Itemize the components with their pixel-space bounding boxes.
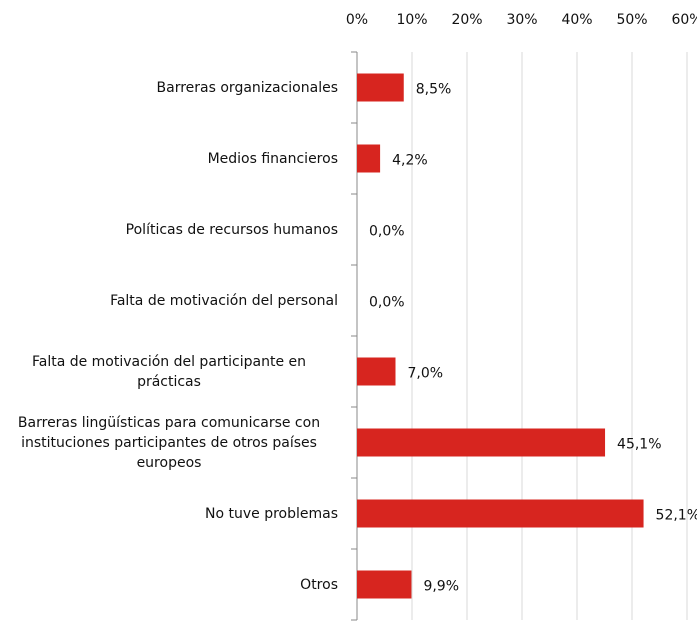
data-label: 0,0% [369, 224, 405, 240]
x-tick-label: 0% [346, 12, 368, 28]
y-tick-label: Falta de motivación del personal [110, 292, 338, 309]
y-tick-label-box: Falta de motivación del participante en … [0, 336, 338, 407]
data-label: 52,1% [656, 508, 697, 524]
y-tick-label: Barreras organizacionales [156, 79, 338, 96]
bar [357, 73, 404, 102]
x-tick-label: 60% [671, 12, 697, 28]
y-tick-label: Políticas de recursos humanos [125, 221, 338, 238]
y-tick-label: Otros [300, 576, 338, 593]
y-tick-label-box: Falta de motivación del personal [0, 265, 338, 336]
bar [357, 570, 412, 599]
x-tick-label: 30% [506, 12, 537, 28]
y-tick-label-box: Barreras lingüísticas para comunicarse c… [0, 407, 338, 478]
y-tick-label: No tuve problemas [205, 505, 338, 522]
data-label: 0,0% [369, 295, 405, 311]
data-label: 7,0% [408, 366, 444, 382]
bar [357, 428, 606, 457]
x-tick-label: 50% [616, 12, 647, 28]
y-tick-label-box: Barreras organizacionales [0, 52, 338, 123]
data-label: 8,5% [416, 82, 452, 98]
y-tick-label: Medios financieros [207, 150, 338, 167]
data-label: 9,9% [423, 579, 459, 595]
y-tick-label-box: No tuve problemas [0, 478, 338, 549]
x-tick-label: 20% [451, 12, 482, 28]
bar [357, 357, 396, 386]
bar [357, 144, 381, 173]
y-tick-label: Barreras lingüísticas para comunicarse c… [17, 414, 321, 471]
data-label: 4,2% [392, 153, 428, 169]
data-label: 45,1% [617, 437, 661, 453]
y-tick-label-box: Otros [0, 549, 338, 620]
x-tick-label: 10% [396, 12, 427, 28]
y-tick-label: Falta de motivación del participante en … [31, 353, 307, 390]
y-tick-label-box: Medios financieros [0, 123, 338, 194]
bar [357, 499, 644, 528]
x-tick-label: 40% [561, 12, 592, 28]
y-tick-label-box: Políticas de recursos humanos [0, 194, 338, 265]
